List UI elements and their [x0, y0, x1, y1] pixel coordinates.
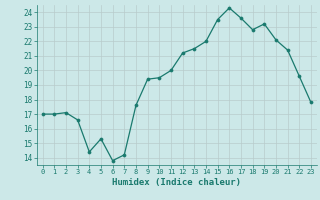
X-axis label: Humidex (Indice chaleur): Humidex (Indice chaleur): [112, 178, 241, 187]
